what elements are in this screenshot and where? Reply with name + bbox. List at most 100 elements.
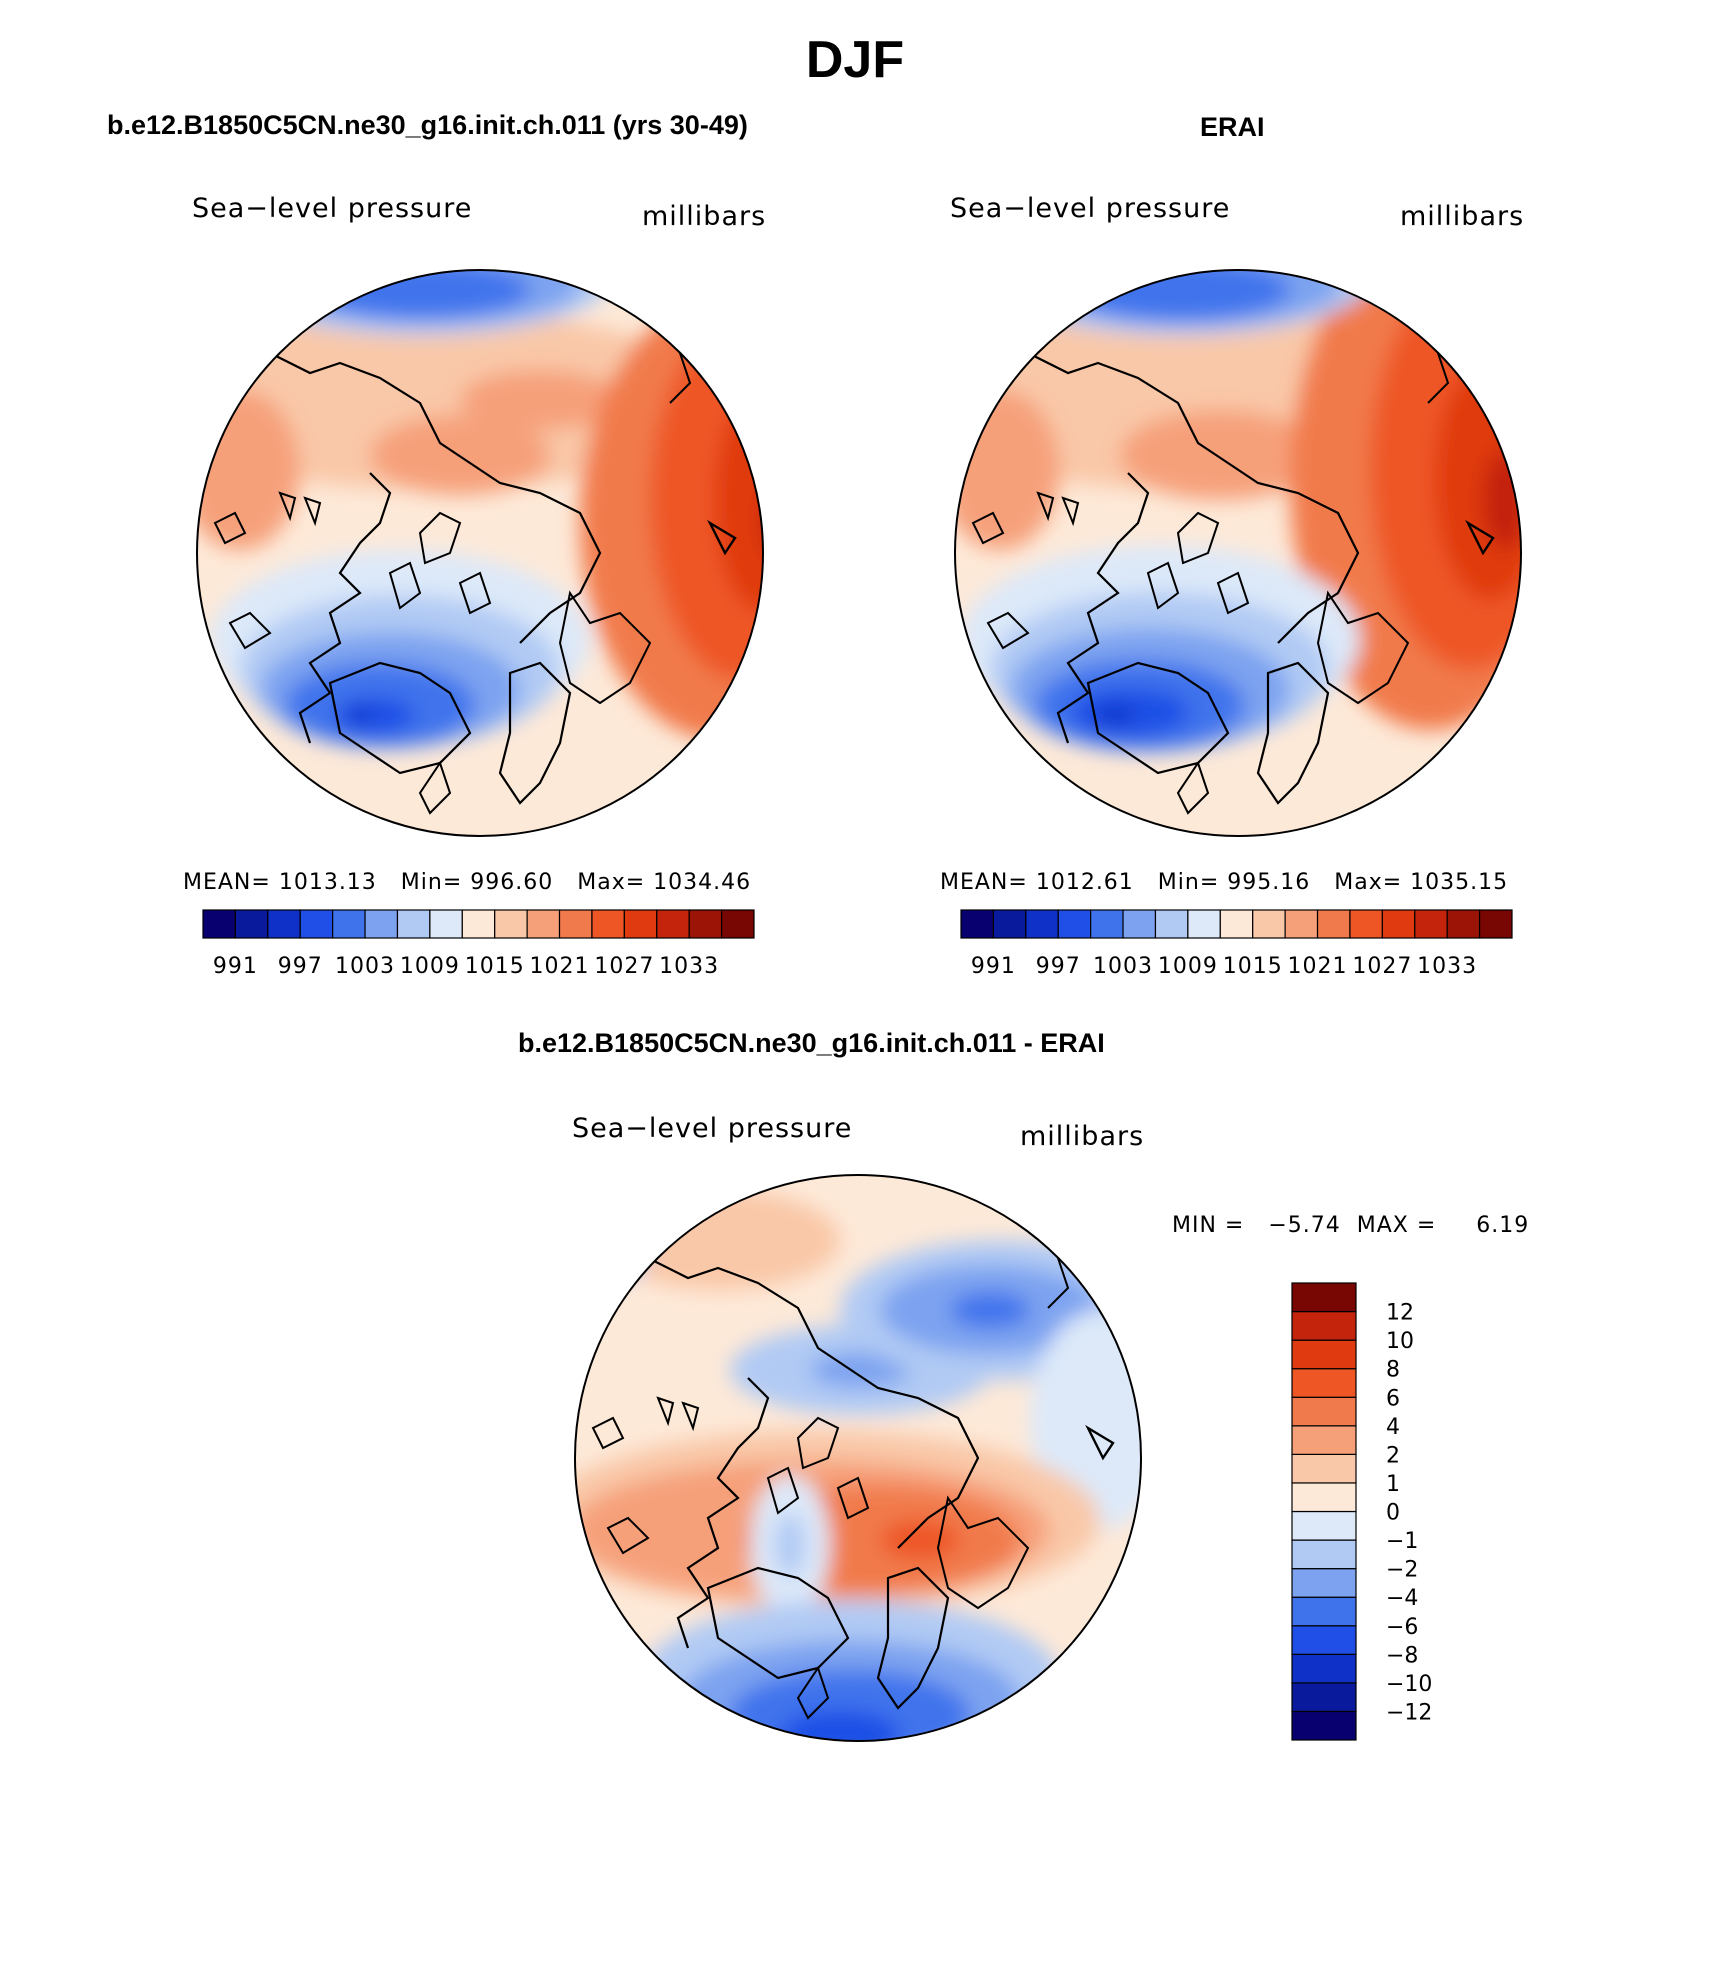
panel-2-colorbar-tick-label: 991: [971, 954, 1016, 979]
panel-1-colorbar-swatch: [364, 909, 399, 939]
panel-2-colorbar-tick-label: 1033: [1417, 954, 1477, 979]
panel-1-map: [196, 269, 764, 837]
panel-2-colorbar-tick-label: 1021: [1288, 954, 1348, 979]
panel-1-colorbar-swatch: [299, 909, 334, 939]
panel-1-colorbar-swatch: [202, 909, 237, 939]
panel-3-colorbar-tick-label: −4: [1386, 1586, 1418, 1611]
panel-3-map: [574, 1174, 1142, 1742]
panel-1-colorbar-swatch: [623, 909, 658, 939]
panel-2-colorbar-swatch: [1187, 909, 1221, 939]
panel-2-colorbar-tick-label: 1027: [1352, 954, 1412, 979]
panel-3-colorbar-tick-label: 6: [1386, 1386, 1400, 1411]
panel-3-colorbar-swatch: [1291, 1482, 1357, 1513]
panel-2-colorbar-swatch: [960, 909, 995, 939]
panel-3-colorbar-tick-label: −6: [1386, 1615, 1418, 1640]
panel-1-colorbar-tick-label: 1027: [594, 954, 654, 979]
panel-2-units-label: millibars: [1400, 201, 1525, 232]
panel-2-colorbar-swatch: [1025, 909, 1059, 939]
panel-3-colorbar-swatch: [1291, 1339, 1357, 1370]
panel-1-colorbar-swatch: [332, 909, 366, 939]
panel-1-colorbar-tick-label: 1021: [530, 954, 590, 979]
panel-2-colorbar-swatch: [1090, 909, 1124, 939]
panel-2-map: [954, 269, 1522, 837]
main-title: DJF: [805, 31, 905, 89]
panel-1-colorbar-tick-label: 991: [213, 954, 258, 979]
panel-1-colorbar-swatch: [656, 909, 690, 939]
panel-3-colorbar-swatch: [1291, 1653, 1357, 1684]
panel-1-variable-label: Sea−level pressure: [192, 193, 473, 224]
panel-3-colorbar-tick-label: −8: [1386, 1643, 1418, 1668]
panel-2-colorbar-tick-label: 1015: [1223, 954, 1283, 979]
panel-2-colorbar-swatch: [1349, 909, 1383, 939]
panel-2-colorbar-swatch: [1219, 909, 1254, 939]
panel-1-colorbar-tick-label: 1003: [335, 954, 395, 979]
panel-1-colorbar-swatch: [396, 909, 431, 939]
panel-1-max-label: Max=: [577, 870, 646, 895]
panel-1-colorbar-tick-label: 1009: [400, 954, 460, 979]
panel-1-stats: MEAN= 1013.13 Min= 996.60 Max= 1034.46: [183, 870, 751, 895]
panel-2-colorbar-swatch: [1284, 909, 1319, 939]
panel-2-mean-label: MEAN=: [940, 870, 1028, 895]
panel-3-min-label: MIN =: [1172, 1213, 1245, 1238]
panel-2-colorbar-swatch: [1414, 909, 1448, 939]
panel-3-colorbar-tick-label: 8: [1386, 1358, 1400, 1383]
panel-3-colorbar-tick-label: −12: [1386, 1700, 1432, 1725]
panel-1-colorbar-swatch: [234, 909, 269, 939]
panel-2-mean-value: 1012.61: [1035, 870, 1134, 895]
panel-2-colorbar-swatch: [1252, 909, 1286, 939]
panel-1-max-value: 1034.46: [653, 870, 752, 895]
panel-3-stats: MIN = −5.74 MAX = 6.19: [1172, 1213, 1529, 1238]
panel-3-colorbar-swatch: [1291, 1368, 1357, 1398]
panel-2-min-label: Min=: [1157, 870, 1220, 895]
panel-2-max-value: 1035.15: [1410, 870, 1509, 895]
panel-1-colorbar-swatch: [558, 909, 593, 939]
panel-2-colorbar: 991 997 1003 1009 1015 1021 1027 1033: [960, 909, 1513, 979]
panel-3-max-label: MAX =: [1356, 1213, 1437, 1238]
panel-1-min-label: Min=: [400, 870, 463, 895]
panel-2-max-label: Max=: [1334, 870, 1403, 895]
panel-2-colorbar-tick-label: 1003: [1093, 954, 1153, 979]
panel-1-units-label: millibars: [642, 201, 767, 232]
panel-2-min-value: 995.16: [1227, 870, 1311, 895]
panel-3-colorbar-swatch: [1291, 1282, 1357, 1313]
panel-1-min-value: 996.60: [470, 870, 554, 895]
panel-2-colorbar-tick-label: 1009: [1158, 954, 1218, 979]
panel-2-colorbar-swatch: [992, 909, 1027, 939]
panel-3-colorbar-swatch: [1291, 1625, 1357, 1655]
panel-3-colorbar-swatch: [1291, 1539, 1357, 1570]
panel-3-min-value: −5.74: [1268, 1213, 1341, 1238]
panel-3-colorbar-swatch: [1291, 1453, 1357, 1484]
panel-1-colorbar-swatch: [429, 909, 463, 939]
panel-1-title: b.e12.B1850C5CN.ne30_g16.init.ch.011 (yr…: [107, 110, 748, 140]
panel-1-colorbar-tick-label: 1033: [659, 954, 719, 979]
panel-3-colorbar-tick-label: 4: [1386, 1415, 1400, 1440]
panel-1-colorbar-tick-label: 1015: [465, 954, 525, 979]
panel-3-colorbar-tick-label: −1: [1386, 1529, 1418, 1554]
panel-3-colorbar-tick-label: 12: [1386, 1301, 1414, 1326]
panel-3-colorbar-tick-label: 1: [1386, 1472, 1400, 1497]
panel-3-colorbar-swatch: [1291, 1510, 1357, 1541]
panel-2-colorbar-swatch: [1316, 909, 1351, 939]
panel-2-colorbar-swatch: [1478, 909, 1513, 939]
panel-3-colorbar-swatch: [1291, 1682, 1357, 1713]
panel-3-colorbar-swatch: [1291, 1710, 1357, 1741]
panel-3-colorbar-swatch: [1291, 1310, 1357, 1341]
panel-1-mean-label: MEAN=: [183, 870, 271, 895]
panel-1-colorbar-swatch: [591, 909, 625, 939]
panel-1-colorbar-tick-label: 997: [278, 954, 323, 979]
panel-2-colorbar-swatch: [1154, 909, 1189, 939]
panel-2-colorbar-swatch: [1446, 909, 1481, 939]
panel-1-colorbar-swatch: [461, 909, 496, 939]
panel-1-colorbar-swatch: [688, 909, 723, 939]
panel-3-colorbar-swatch: [1291, 1596, 1357, 1627]
panel-3-title: b.e12.B1850C5CN.ne30_g16.init.ch.011 - E…: [518, 1028, 1105, 1058]
panel-2-variable-label: Sea−level pressure: [950, 193, 1231, 224]
panel-2-colorbar-swatch: [1122, 909, 1157, 939]
panel-2-stats: MEAN= 1012.61 Min= 995.16 Max= 1035.15: [940, 870, 1508, 895]
panel-1-colorbar: 991 997 1003 1009 1015 1021 1027 1033: [202, 909, 755, 979]
panel-3-units-label: millibars: [1020, 1121, 1145, 1152]
panel-3-colorbar-tick-label: 2: [1386, 1443, 1400, 1468]
panel-2-colorbar-tick-label: 997: [1036, 954, 1081, 979]
